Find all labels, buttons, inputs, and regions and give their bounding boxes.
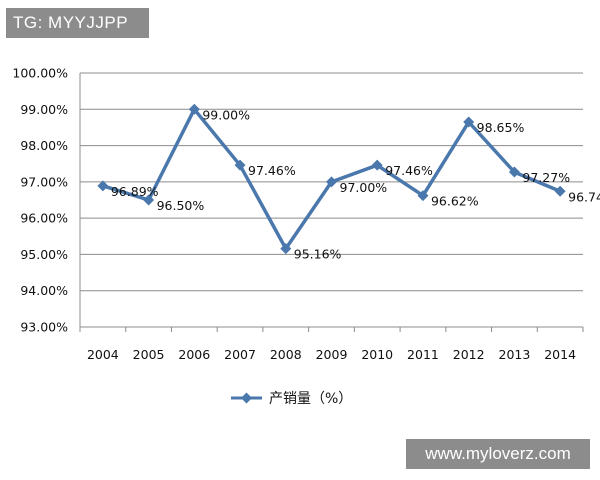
data-label: 96.50% — [157, 198, 205, 213]
x-tick-label: 2005 — [133, 347, 165, 362]
x-tick-label: 2011 — [407, 347, 439, 362]
data-label: 97.00% — [340, 180, 388, 195]
data-label: 96.89% — [111, 184, 159, 199]
data-label: 95.16% — [294, 247, 342, 262]
y-tick-label: 97.00% — [20, 174, 68, 189]
watermark-top-left: TG: MYYJJPP — [6, 8, 149, 38]
data-point — [508, 166, 520, 178]
legend-marker — [241, 392, 252, 404]
x-tick-label: 2010 — [361, 347, 393, 362]
y-tick-label: 94.00% — [20, 283, 68, 298]
x-tick-label: 2008 — [270, 347, 302, 362]
data-label: 97.46% — [248, 163, 296, 178]
y-tick-label: 100.00% — [12, 66, 68, 81]
legend-label: 产销量（%） — [269, 391, 352, 407]
legend: 产销量（%） — [231, 391, 352, 407]
y-tick-label: 99.00% — [20, 102, 68, 117]
data-points — [97, 103, 566, 255]
y-axis-tick-labels: 100.00% 99.00% 98.00% 97.00% 96.00% 95.00% 94.… — [12, 66, 68, 335]
data-label: 96.74% — [568, 189, 600, 204]
data-point — [371, 159, 383, 171]
data-point — [417, 190, 429, 202]
x-tick-label: 2009 — [316, 347, 348, 362]
x-tick-label: 2013 — [499, 347, 531, 362]
data-point — [188, 103, 200, 115]
y-tick-label: 95.00% — [20, 247, 68, 262]
data-point — [326, 176, 337, 188]
watermark-bottom-right: www.myloverz.com — [406, 439, 590, 469]
data-point — [463, 116, 475, 128]
data-label: 98.65% — [477, 120, 525, 135]
x-tick-label: 2012 — [453, 347, 485, 362]
x-tick-label: 2006 — [178, 347, 210, 362]
data-labels: 96.89%96.50% 99.00% 97.46% 95.16% 97.00% 97.4… — [111, 107, 600, 261]
x-tick-label: 2014 — [544, 347, 576, 362]
data-label: 97.46% — [385, 163, 433, 178]
x-tick-label: 2004 — [87, 347, 119, 362]
data-point — [280, 243, 292, 255]
data-label: 96.62% — [431, 194, 479, 209]
data-point — [234, 159, 246, 171]
y-tick-label: 93.00% — [20, 320, 68, 335]
y-tick-label: 96.00% — [20, 211, 68, 226]
y-tick-label: 98.00% — [20, 138, 68, 153]
x-tick-label: 2007 — [224, 347, 256, 362]
data-point — [97, 180, 109, 192]
data-label: 99.00% — [202, 107, 250, 122]
data-label: 97.27% — [522, 170, 570, 185]
x-axis-tick-labels: 2004 2005 2006 2007 2008 2009 2010 2011 2012 2013… — [87, 347, 576, 362]
data-point — [554, 185, 566, 197]
grid-lines — [79, 72, 584, 332]
data-point — [143, 194, 155, 206]
